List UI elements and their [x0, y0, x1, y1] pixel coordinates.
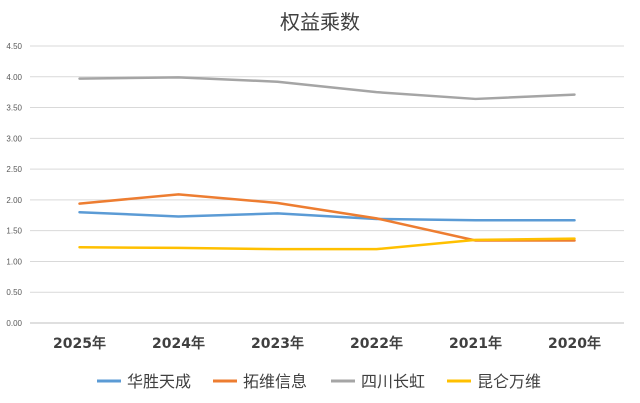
legend-label: 四川长虹 — [361, 372, 425, 391]
x-tick-label: 2020年 — [548, 335, 601, 352]
y-tick-label: 1.50 — [6, 227, 22, 236]
series-line — [78, 237, 576, 251]
legend-label: 华胜天成 — [127, 372, 191, 391]
y-tick-label: 2.50 — [6, 165, 22, 174]
y-tick-label: 1.00 — [6, 257, 22, 266]
series-line — [78, 210, 576, 222]
y-axis-ticks: 0.00 0.50 1.00 1.50 2.00 2.50 3.00 3.50 4.00 4.50 — [6, 42, 22, 328]
series-line — [78, 76, 576, 101]
y-tick-label: 0.50 — [6, 288, 22, 297]
legend-label: 拓维信息 — [243, 372, 307, 391]
y-tick-label: 0.00 — [6, 319, 22, 328]
series-lines — [78, 76, 576, 251]
y-tick-label: 3.00 — [6, 134, 22, 143]
x-tick-label: 2024年 — [152, 335, 205, 352]
x-tick-label: 2022年 — [350, 335, 403, 352]
legend-label: 昆仑万维 — [477, 372, 541, 391]
legend: 华胜天成 拓维信息 四川长虹 昆仑万维 — [97, 372, 541, 391]
chart-title: 权益乘数 — [280, 10, 360, 34]
x-axis-ticks: 2025年 2024年 2023年 2022年 2021年 2020年 — [53, 335, 601, 352]
x-tick-label: 2025年 — [53, 335, 106, 352]
gridlines — [30, 45, 624, 293]
x-tick-label: 2021年 — [449, 335, 502, 352]
x-tick-label: 2023年 — [251, 335, 304, 352]
y-tick-label: 3.50 — [6, 104, 22, 113]
y-tick-label: 2.00 — [6, 196, 22, 205]
y-tick-label: 4.50 — [6, 42, 22, 51]
y-tick-label: 4.00 — [6, 73, 22, 82]
